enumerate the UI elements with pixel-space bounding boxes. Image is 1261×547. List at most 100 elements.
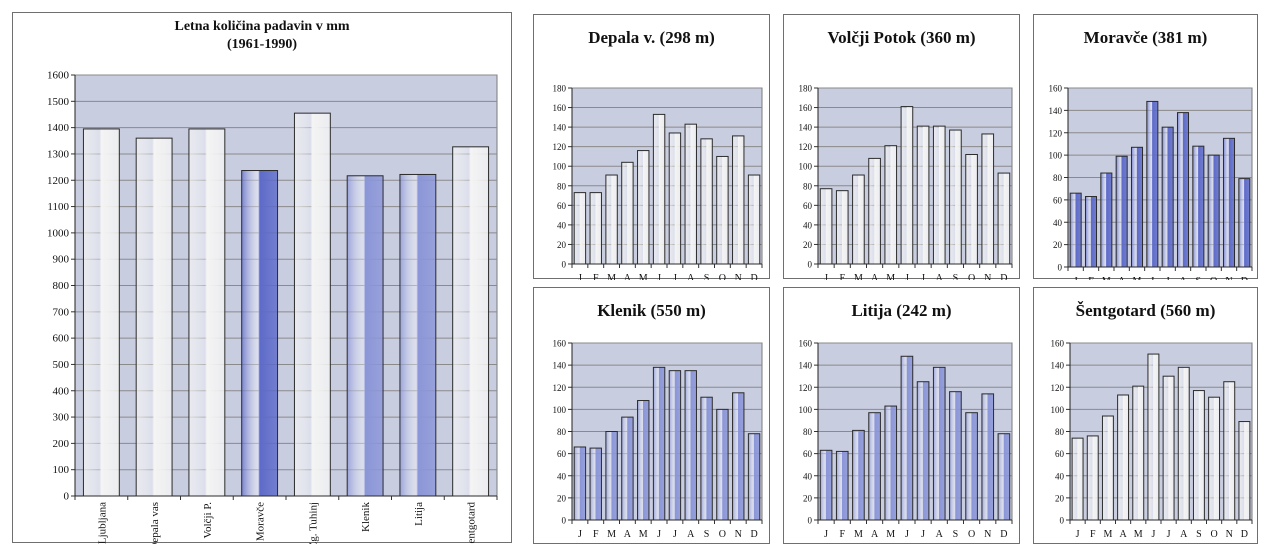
- bar: [1192, 390, 1205, 521]
- bar: [1222, 137, 1236, 268]
- bar: [916, 381, 930, 521]
- bar: [716, 408, 729, 521]
- bar: [621, 416, 634, 521]
- y-tick-label: 0: [1058, 263, 1063, 273]
- y-tick-label: 0: [808, 516, 813, 526]
- y-tick-label: 1100: [47, 201, 69, 213]
- y-tick-label: 120: [553, 142, 567, 152]
- x-category-label: O: [719, 529, 726, 540]
- x-category-label: J: [657, 529, 661, 540]
- y-tick-label: 100: [799, 405, 813, 415]
- bar: [188, 128, 226, 497]
- plot-area: [817, 87, 1013, 265]
- bar: [747, 433, 761, 521]
- monthly-chart-volcji-potok: Volčji Potok (360 m) 0 20 40 60 80 100 120 140 1…: [783, 14, 1020, 280]
- x-category-label: F: [839, 273, 845, 280]
- x-category-label: S: [953, 529, 959, 540]
- monthly-chart-title: Volčji Potok (360 m): [827, 28, 976, 47]
- x-category-label: A: [1119, 529, 1127, 540]
- monthly-chart-klenik: Klenik (550 m) 0 20 40 60 80 100 120 140 160 J F M A…: [533, 287, 770, 544]
- bar: [135, 137, 173, 497]
- y-tick-label: 0: [808, 260, 813, 270]
- x-category-label: A: [624, 273, 632, 280]
- y-tick-label: 900: [53, 254, 70, 266]
- y-tick-label: 80: [1053, 173, 1063, 183]
- y-tick-label: 140: [799, 361, 813, 371]
- y-tick-label: 0: [562, 516, 567, 526]
- bar: [852, 429, 865, 521]
- bar: [868, 412, 881, 521]
- y-tick-label: 0: [64, 491, 70, 503]
- monthly-chart-sentgotard: Šentgotard (560 m) 0 20 40 60 80 100 120 140 160…: [1033, 287, 1258, 544]
- bar: [684, 123, 697, 265]
- bar: [1100, 172, 1113, 268]
- x-category-label: D: [750, 273, 757, 280]
- bar: [997, 172, 1011, 265]
- x-category-label: O: [1210, 529, 1217, 540]
- bar: [900, 355, 914, 521]
- y-tick-label: 140: [1049, 106, 1063, 116]
- x-category-label: Ljubljana: [96, 502, 108, 544]
- bar: [700, 138, 713, 265]
- y-tick-label: 1600: [47, 70, 70, 82]
- x-category-label: M: [607, 529, 616, 540]
- x-category-label: D: [1241, 276, 1248, 280]
- y-tick-label: 80: [803, 181, 813, 191]
- y-tick-label: 80: [557, 427, 567, 437]
- y-tick-label: 120: [1049, 128, 1063, 138]
- x-category-label: D: [1000, 273, 1007, 280]
- x-category-label: N: [1225, 276, 1232, 280]
- bar: [700, 396, 713, 521]
- x-category-label: M: [854, 529, 863, 540]
- bar: [668, 132, 682, 265]
- x-category-label: J: [673, 529, 677, 540]
- x-category-label: F: [593, 273, 599, 280]
- bar: [884, 405, 898, 521]
- x-category-label: A: [936, 273, 944, 280]
- x-category-label: J: [1167, 529, 1171, 540]
- y-tick-label: 40: [1055, 471, 1065, 481]
- x-category-label: O: [968, 273, 975, 280]
- x-category-label: A: [871, 529, 879, 540]
- x-category-label: M: [886, 529, 895, 540]
- monthly-chart-litija: Litija (242 m) 0 20 40 60 80 100 120 140 160 J F M A…: [783, 287, 1020, 544]
- bar: [1207, 154, 1220, 268]
- y-tick-label: 1000: [47, 227, 70, 239]
- bar: [668, 370, 682, 521]
- x-category-label: M: [886, 273, 895, 280]
- y-tick-label: 400: [53, 385, 70, 397]
- y-tick-label: 0: [562, 260, 567, 270]
- bar: [82, 128, 120, 497]
- y-tick-label: 120: [1051, 383, 1065, 393]
- x-category-label: F: [593, 529, 599, 540]
- y-tick-label: 120: [799, 383, 813, 393]
- bar: [1162, 375, 1175, 521]
- bar: [1147, 353, 1160, 521]
- bar: [346, 175, 384, 497]
- x-category-label: N: [984, 529, 991, 540]
- x-category-label: J: [824, 273, 828, 280]
- y-tick-label: 40: [803, 471, 813, 481]
- x-category-label: M: [1133, 276, 1142, 280]
- y-tick-label: 40: [557, 220, 567, 230]
- y-tick-label: 60: [1053, 195, 1063, 205]
- x-category-label: J: [1166, 276, 1170, 280]
- x-category-label: S: [704, 273, 710, 280]
- x-category-label: J: [578, 529, 582, 540]
- y-tick-label: 160: [1049, 84, 1063, 94]
- x-category-label: A: [1179, 276, 1187, 280]
- x-category-label: F: [839, 529, 845, 540]
- x-category-label: A: [687, 529, 695, 540]
- x-category-label: M: [639, 529, 648, 540]
- bar: [1130, 146, 1144, 268]
- y-tick-label: 1300: [47, 148, 70, 160]
- bar: [965, 412, 978, 521]
- bar: [949, 129, 962, 265]
- y-tick-label: 20: [557, 493, 567, 503]
- y-tick-label: 700: [53, 306, 70, 318]
- y-tick-label: 60: [803, 449, 813, 459]
- x-category-label: M: [854, 273, 863, 280]
- y-tick-label: 80: [803, 427, 813, 437]
- annual-chart-title: Letna količina padavin v mm (1961-1990): [13, 18, 511, 54]
